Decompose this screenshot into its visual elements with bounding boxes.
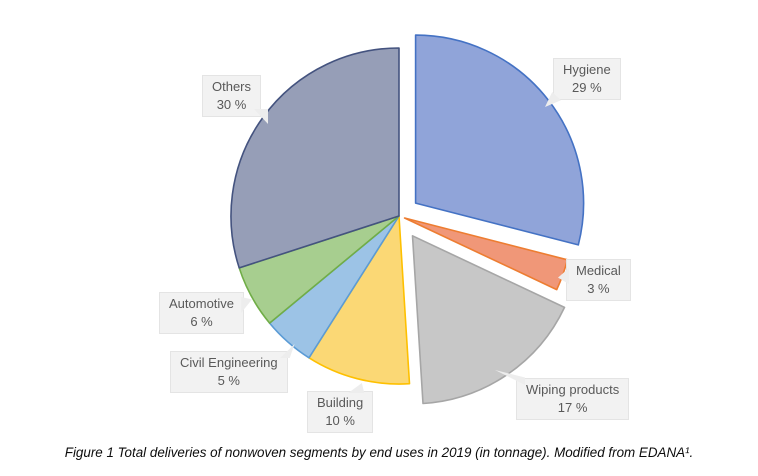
callout-automotive-value: 6 % [190, 314, 213, 329]
callout-automotive-label: Automotive [169, 296, 235, 311]
callout-building-label: Building [317, 395, 364, 410]
callout-others-value: 30 % [216, 97, 247, 112]
callout-pointer-automotive-icon [241, 297, 253, 313]
callout-pointer-medical-icon [558, 268, 569, 284]
callout-pointer-building-icon [348, 383, 365, 393]
callout-others: Others 30 % [202, 75, 269, 124]
callout-hygiene-value: 29 % [572, 80, 602, 95]
callout-automotive: Automotive 6 % [159, 292, 253, 334]
callout-building-value: 10 % [325, 413, 355, 428]
callout-building: Building 10 % [307, 383, 374, 433]
callout-civil-engineering-value: 5 % [217, 373, 240, 388]
callout-wiping-products-label: Wiping products [526, 382, 620, 397]
pie-slice-building [308, 215, 411, 385]
callout-civil-engineering: Civil Engineering 5 % [170, 344, 295, 393]
callout-others-label: Others [212, 79, 252, 94]
callout-hygiene: Hygiene 29 % [545, 58, 621, 107]
callout-wiping-products: Wiping products 17 % [495, 370, 630, 420]
callout-civil-engineering-label: Civil Engineering [180, 355, 278, 370]
callout-wiping-products-value: 17 % [557, 400, 588, 415]
callout-medical-value: 3 % [587, 281, 610, 296]
callout-medical: Medical 3 % [558, 259, 631, 301]
callout-medical-label: Medical [576, 263, 621, 278]
callout-hygiene-label: Hygiene [563, 62, 611, 77]
figure-caption: Figure 1 Total deliveries of nonwoven se… [64, 445, 694, 460]
